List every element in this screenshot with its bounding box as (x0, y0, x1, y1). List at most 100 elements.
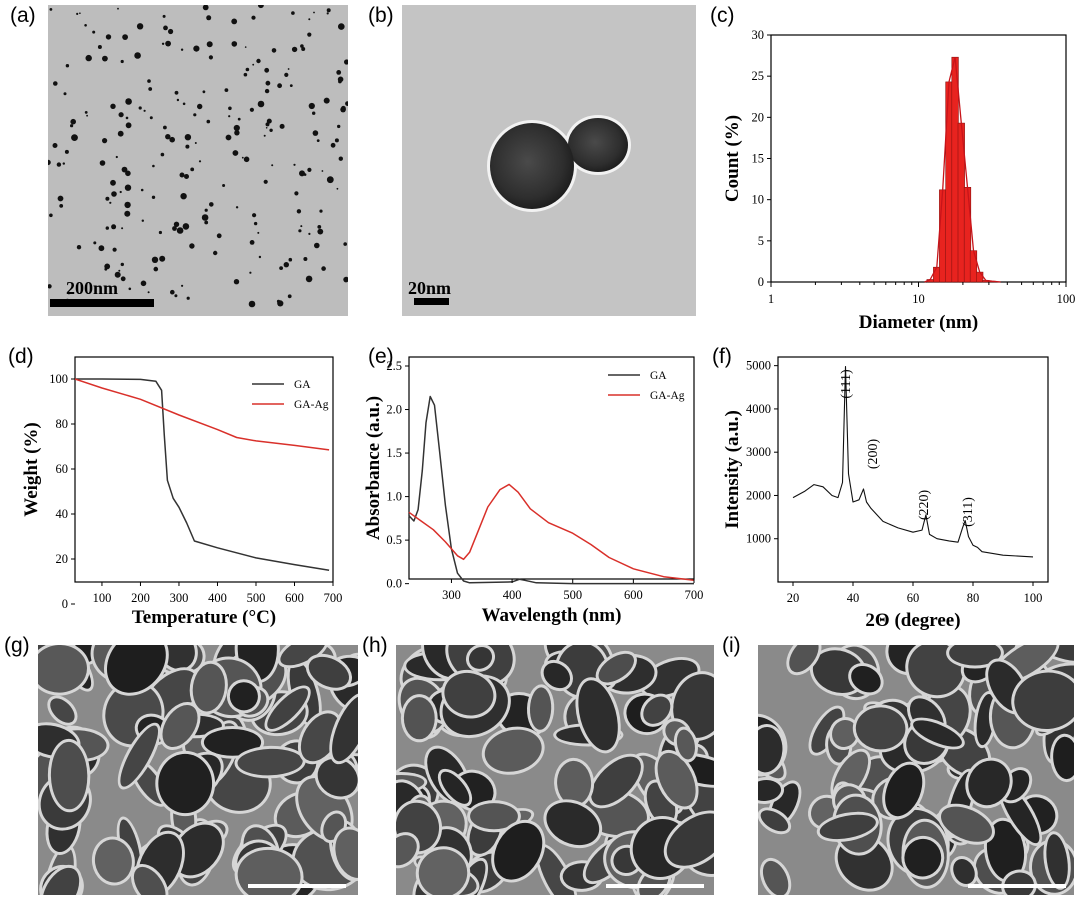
nanoparticle-dot (112, 247, 117, 252)
histogram-bar (926, 279, 934, 283)
nanoparticle-dot (194, 142, 197, 144)
nanoparticle-dot (287, 294, 292, 299)
pore (120, 725, 159, 787)
nanoparticle-dot (140, 280, 147, 287)
nanoparticle-dot (209, 202, 214, 207)
nanoparticle-dot (303, 257, 308, 261)
series-line-f (792, 365, 1034, 558)
nanoparticle-dot (120, 262, 125, 267)
nanoparticle-dot (233, 279, 240, 285)
histogram-bar (969, 250, 978, 283)
plot-frame-f (777, 356, 1049, 583)
nanoparticle-dot (337, 124, 341, 129)
nanoparticle-dot (84, 24, 87, 27)
pore (42, 867, 80, 895)
nanoparticle-dot (63, 92, 67, 96)
nanoparticle-dot (92, 30, 96, 34)
nanoparticle-dot (241, 156, 244, 159)
nanoparticle-dot (252, 213, 257, 218)
y-tick-label-c: 20 (752, 110, 765, 124)
pore (538, 846, 575, 895)
nanoparticle-dot (291, 46, 298, 53)
nanoparticle-dot (125, 98, 132, 105)
panel-label-c: (c) (710, 4, 735, 27)
y-tick-label-d: 100 (49, 372, 68, 386)
nanoparticle-dot (174, 90, 179, 95)
nanoparticle-dot (206, 15, 212, 21)
peak-annotation: (220) (917, 490, 932, 521)
pore (267, 688, 308, 729)
nanoparticle-dot (204, 208, 208, 212)
nanoparticle-dot (308, 102, 315, 110)
nanoparticle-dot (93, 241, 97, 245)
nanoparticle-dot (265, 80, 271, 86)
nanoparticle-dot (138, 106, 142, 110)
nanoparticle-dot (118, 112, 124, 118)
nanoparticle-dot (202, 90, 206, 94)
nanoparticle-dot (224, 88, 229, 92)
nanoparticle-dot (232, 150, 239, 156)
plot-frame-e (408, 356, 695, 580)
nanoparticle-dot (163, 125, 167, 130)
nanoparticle-dot (71, 134, 78, 142)
nanoparticle-dot (312, 111, 316, 115)
nanoparticle-dot (341, 105, 346, 111)
nanoparticle-dot (248, 300, 256, 308)
nanoparticle-dot (115, 155, 118, 159)
pore (811, 708, 843, 753)
nanoparticle-dot (110, 179, 116, 186)
plot-frame-c (770, 34, 1067, 283)
y-tick-label-e: 1.0 (386, 490, 402, 504)
nanoparticle-dot (124, 210, 131, 217)
nanoparticle-dot (293, 163, 296, 166)
nanoparticle-dot (64, 149, 69, 154)
x-tick-label-e: 400 (503, 588, 522, 602)
pore (760, 810, 789, 832)
nanoparticle-dot (143, 109, 146, 112)
nanoparticle-dot (176, 227, 184, 234)
nanoparticle-dot (122, 34, 128, 40)
nanoparticle-dot (186, 296, 190, 300)
nanoparticle-dot (287, 68, 290, 70)
nanoparticle-dot (204, 220, 209, 225)
histogram-bar (988, 280, 996, 283)
pore (444, 672, 494, 716)
nanoparticle-dot (206, 41, 213, 48)
nanoparticle-dot (330, 142, 336, 148)
nanoparticle-dot (49, 8, 53, 11)
nanoparticle-dot (289, 84, 293, 87)
legend-label-d: GA-Ag (294, 399, 329, 411)
pore (904, 838, 942, 877)
nanoparticle-dot (102, 55, 108, 62)
nanoparticle-dot (244, 46, 247, 48)
pore (968, 760, 1010, 806)
nanoparticle-dot (67, 291, 71, 295)
panel-label-d: (d) (8, 345, 34, 368)
x-tick-label-c: 100 (1057, 292, 1076, 306)
nanoparticle-dot (283, 262, 289, 268)
nanoparticle-dot (307, 32, 312, 37)
pore (237, 849, 301, 895)
pore (789, 645, 819, 673)
nanoparticle-dot (110, 103, 116, 110)
tem-image-overview: 200nm (48, 5, 348, 316)
nanoparticle-dot (249, 107, 254, 112)
panel-label-a: (a) (10, 4, 36, 27)
series-line-e (408, 483, 695, 581)
nanoparticle-dot (147, 79, 151, 83)
nanoparticle-dot (317, 228, 324, 235)
nanoparticle-dot (120, 59, 124, 64)
legend-label-e: GA (650, 370, 667, 382)
nanoparticle-dot (176, 98, 180, 102)
nanoparticle-dot (182, 223, 190, 230)
pore (94, 839, 132, 883)
nanoparticle-dot (70, 118, 76, 125)
nanoparticle-dot (181, 284, 184, 287)
nanoparticle-dot (125, 170, 131, 177)
nanoparticle-dot (56, 162, 62, 167)
nanoparticle-dot (228, 106, 232, 111)
histogram-bar (945, 81, 953, 283)
nanoparticle-dot (105, 226, 109, 230)
nanoparticle-dot (301, 47, 306, 51)
y-axis-label-f: Intensity (a.u.) (722, 410, 743, 529)
